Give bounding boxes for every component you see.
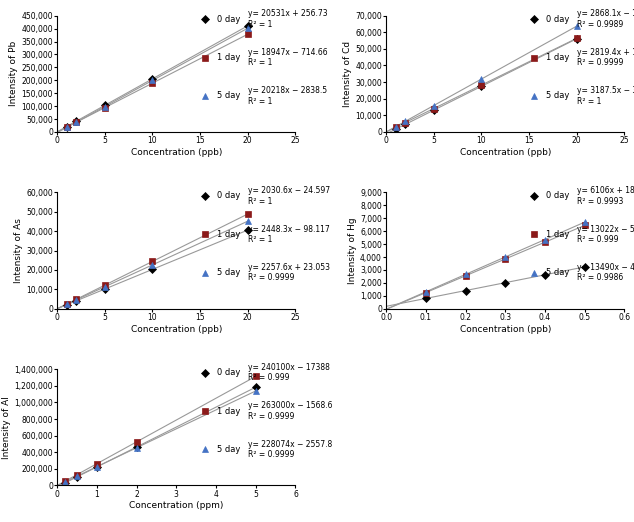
Text: y= 2030.6x − 24.597
R² = 1: y= 2030.6x − 24.597 R² = 1 — [248, 186, 330, 206]
X-axis label: Concentration (ppb): Concentration (ppb) — [131, 325, 222, 334]
X-axis label: Concentration (ppb): Concentration (ppb) — [131, 148, 222, 157]
Text: y= 20531x + 256.73
R² = 1: y= 20531x + 256.73 R² = 1 — [248, 9, 327, 29]
Y-axis label: Intensity of Al: Intensity of Al — [3, 396, 11, 459]
Text: 1 day: 1 day — [546, 230, 569, 239]
Text: 0 day: 0 day — [217, 192, 240, 200]
Text: 0 day: 0 day — [217, 368, 240, 377]
Text: 1 day: 1 day — [217, 407, 240, 416]
Text: y= 6106x + 183.4
R² = 0.9993: y= 6106x + 183.4 R² = 0.9993 — [577, 186, 634, 206]
Text: y= 3187.5x − 30.22
R² = 1: y= 3187.5x − 30.22 R² = 1 — [577, 86, 634, 105]
Y-axis label: Intensity of As: Intensity of As — [15, 218, 23, 283]
Text: 1 day: 1 day — [217, 53, 240, 62]
Text: y= 2448.3x − 98.117
R² = 1: y= 2448.3x − 98.117 R² = 1 — [248, 224, 330, 244]
Text: 5 day: 5 day — [217, 268, 240, 277]
Text: y= 2819.4x + 13.072
R² = 0.9999: y= 2819.4x + 13.072 R² = 0.9999 — [577, 48, 634, 67]
Text: y= 2257.6x + 23.053
R² = 0.9999: y= 2257.6x + 23.053 R² = 0.9999 — [248, 263, 330, 282]
X-axis label: Concentration (ppb): Concentration (ppb) — [460, 325, 551, 334]
Y-axis label: Intensity of Pb: Intensity of Pb — [10, 41, 18, 106]
Text: 1 day: 1 day — [546, 53, 569, 62]
Text: y= 240100x − 17388
R² = 0.999: y= 240100x − 17388 R² = 0.999 — [248, 363, 330, 382]
Text: 5 day: 5 day — [217, 91, 240, 100]
Text: 0 day: 0 day — [217, 15, 240, 23]
X-axis label: Concentration (ppb): Concentration (ppb) — [460, 148, 551, 157]
Text: 0 day: 0 day — [546, 15, 569, 23]
Text: y= 2868.1x − 1223.5
R² = 0.9989: y= 2868.1x − 1223.5 R² = 0.9989 — [577, 9, 634, 29]
Y-axis label: Intensity of Cd: Intensity of Cd — [344, 41, 353, 107]
Text: y= 13490x − 41.7
R² = 0.9986: y= 13490x − 41.7 R² = 0.9986 — [577, 263, 634, 282]
Text: 5 day: 5 day — [546, 91, 569, 100]
Text: y= 228074x − 2557.8
R² = 0.9999: y= 228074x − 2557.8 R² = 0.9999 — [248, 440, 332, 459]
Text: y= 18947x − 714.66
R² = 1: y= 18947x − 714.66 R² = 1 — [248, 48, 327, 67]
Text: y= 13022x − 57.4
R² = 0.999: y= 13022x − 57.4 R² = 0.999 — [577, 224, 634, 244]
Text: 0 day: 0 day — [546, 192, 569, 200]
Text: y= 20218x − 2838.5
R² = 1: y= 20218x − 2838.5 R² = 1 — [248, 86, 327, 105]
Text: 5 day: 5 day — [546, 268, 569, 277]
Text: 5 day: 5 day — [217, 445, 240, 454]
X-axis label: Concentration (ppm): Concentration (ppm) — [129, 502, 223, 511]
Text: 1 day: 1 day — [217, 230, 240, 239]
Y-axis label: Intensity of Hg: Intensity of Hg — [348, 217, 357, 284]
Text: y= 263000x − 1568.6
R² = 0.9999: y= 263000x − 1568.6 R² = 0.9999 — [248, 401, 332, 421]
